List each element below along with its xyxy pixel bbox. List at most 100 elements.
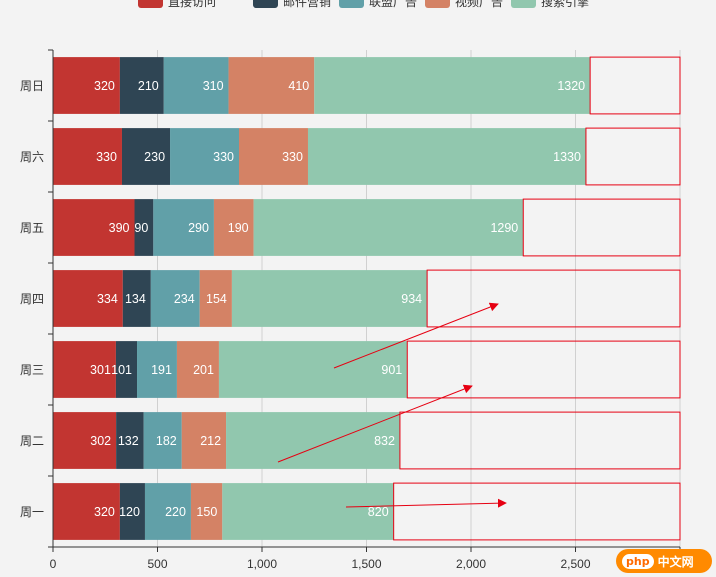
- bar-segment: [137, 341, 177, 398]
- legend-label: 联盟广告: [369, 0, 417, 9]
- bar-segment: [144, 483, 191, 540]
- data-label: 101: [111, 363, 132, 377]
- bar-segment: [222, 483, 394, 540]
- bar-segment: [253, 199, 524, 256]
- bar-segment: [314, 57, 591, 114]
- data-labels: 320 120 220 150 820 302 132 182 212 832 301 101 191 2…: [90, 79, 585, 519]
- data-label: 154: [206, 292, 227, 306]
- legend-item: 搜索引擎: [511, 0, 589, 9]
- annotation-arrow: [345, 498, 507, 508]
- y-tick-label: 周二: [20, 434, 44, 448]
- legend-label: 直接访问: [168, 0, 216, 9]
- annotation-box: [406, 340, 681, 399]
- data-label: 301: [90, 363, 111, 377]
- bar-segment: [121, 128, 171, 185]
- bar-segment: [53, 483, 120, 540]
- data-label: 150: [196, 505, 217, 519]
- y-tick-label: 周日: [20, 79, 44, 93]
- data-label: 190: [228, 221, 249, 235]
- data-label: 334: [97, 292, 118, 306]
- data-label: 230: [144, 150, 165, 164]
- legend-swatch: [253, 0, 278, 8]
- bar-segment: [307, 128, 586, 185]
- bar-segment: [226, 412, 400, 469]
- bar-segment: [176, 341, 219, 398]
- bar-segment: [119, 483, 145, 540]
- annotation-box: [589, 56, 681, 115]
- bar-segment: [119, 57, 164, 114]
- site-watermark: php 中文网: [616, 549, 712, 573]
- bar-segment: [170, 128, 240, 185]
- bar-segment: [53, 57, 120, 114]
- bar-segment: [228, 57, 315, 114]
- bar-segment: [53, 128, 122, 185]
- x-tick-label: 0: [50, 557, 57, 571]
- data-label: 120: [119, 505, 140, 519]
- y-tick-label: 周四: [20, 292, 44, 306]
- bar-segment: [134, 199, 154, 256]
- bar-segment: [153, 199, 214, 256]
- bar-segment: [115, 341, 138, 398]
- annotation-arrow: [333, 302, 499, 369]
- data-label: 832: [374, 434, 395, 448]
- bar-segment: [213, 199, 254, 256]
- bar-segment: [199, 270, 232, 327]
- bar-segment: [53, 412, 117, 469]
- annotation-box: [585, 127, 681, 186]
- bar-segment: [150, 270, 200, 327]
- data-label: 191: [151, 363, 172, 377]
- annotation-arrows: [277, 302, 507, 508]
- data-label: 310: [203, 79, 224, 93]
- data-label: 132: [118, 434, 139, 448]
- bars: [53, 57, 591, 540]
- annotation-box: [426, 269, 681, 328]
- legend-item: 邮件营销: [253, 0, 331, 9]
- watermark-site: 中文网: [657, 554, 694, 569]
- bar-segment: [116, 412, 144, 469]
- data-label: 330: [96, 150, 117, 164]
- legend-item: 联盟广告: [339, 0, 417, 9]
- annotation-box: [522, 198, 681, 257]
- data-label: 320: [94, 79, 115, 93]
- y-tick-label: 周五: [20, 221, 44, 235]
- bar-segment: [181, 412, 227, 469]
- annotation-box: [393, 482, 681, 541]
- data-label: 201: [193, 363, 214, 377]
- bar-segment: [53, 341, 116, 398]
- data-label: 210: [138, 79, 159, 93]
- data-label: 390: [109, 221, 130, 235]
- data-label: 330: [213, 150, 234, 164]
- bar-segment: [231, 270, 428, 327]
- data-label: 934: [401, 292, 422, 306]
- data-label: 1290: [490, 221, 518, 235]
- annotation-arrow: [277, 384, 473, 463]
- bar-segment: [190, 483, 223, 540]
- data-label: 330: [282, 150, 303, 164]
- legend-label: 邮件营销: [283, 0, 331, 9]
- annotation-boxes: [393, 56, 681, 541]
- x-tick-label: 500: [147, 557, 167, 571]
- data-label: 320: [94, 505, 115, 519]
- x-tick-label: 1,000: [247, 557, 277, 571]
- bar-segment: [53, 199, 135, 256]
- annotation-box: [399, 411, 681, 470]
- data-label: 901: [381, 363, 402, 377]
- y-tick-label: 周一: [20, 505, 44, 519]
- y-tick-label: 周三: [20, 363, 44, 377]
- legend-swatch: [511, 0, 536, 8]
- watermark-logo: php: [622, 553, 654, 569]
- x-tick-label: 1,500: [351, 557, 381, 571]
- bar-segment: [122, 270, 151, 327]
- data-label: 134: [125, 292, 146, 306]
- data-label: 302: [90, 434, 111, 448]
- data-label: 410: [288, 79, 309, 93]
- data-label: 234: [174, 292, 195, 306]
- legend-swatch: [425, 0, 450, 8]
- bar-segment: [163, 57, 229, 114]
- legend-swatch: [339, 0, 364, 8]
- bar-segment: [53, 270, 123, 327]
- legend-item: 视频广告: [425, 0, 503, 9]
- legend-label: 视频广告: [455, 0, 503, 9]
- data-label: 90: [134, 221, 148, 235]
